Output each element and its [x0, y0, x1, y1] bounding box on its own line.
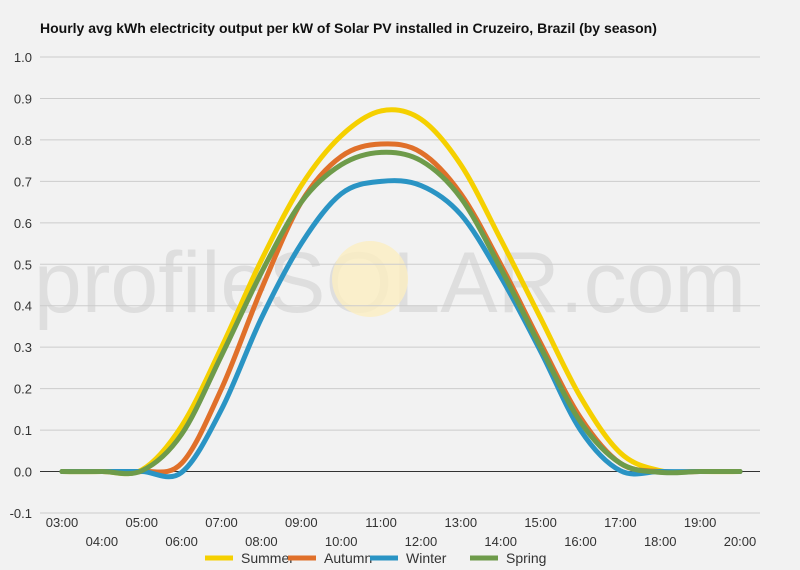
x-axis-ticks: 03:00 04:00 05:00 06:00 07:00 08:00 09:00 10:00… — [46, 515, 757, 549]
y-tick-label: 0.9 — [14, 91, 32, 106]
legend: Summer Autumn Winter Spring — [205, 550, 546, 566]
y-tick-label: 1.0 — [14, 50, 32, 65]
gridlines — [40, 56, 760, 514]
series-line-spring — [59, 149, 743, 477]
x-tick-label: 03:00 — [46, 515, 79, 530]
watermark-sun-icon — [332, 241, 408, 317]
x-tick-label: 20:00 — [724, 534, 757, 549]
x-tick-label: 16:00 — [564, 534, 597, 549]
x-tick-label: 12:00 — [405, 534, 438, 549]
x-tick-label: 11:00 — [365, 515, 397, 530]
y-tick-label: 0.3 — [14, 340, 32, 355]
chart-title: Hourly avg kWh electricity output per kW… — [40, 20, 657, 36]
legend-label-spring: Spring — [506, 550, 546, 566]
y-tick-label: 0.4 — [14, 299, 32, 314]
x-tick-label: 19:00 — [684, 515, 717, 530]
y-tick-label: 0.0 — [14, 465, 32, 480]
x-tick-label: 07:00 — [205, 515, 238, 530]
y-tick-label: 0.6 — [14, 216, 32, 231]
x-tick-label: 10:00 — [325, 534, 358, 549]
y-axis-ticks: -0.1 0.0 0.1 0.2 0.3 0.4 0.5 0.6 0.7 0.8 0.9 1.0 — [10, 50, 32, 521]
legend-label-winter: Winter — [406, 550, 447, 566]
y-tick-label: 0.1 — [14, 423, 32, 438]
y-tick-label: 0.8 — [14, 133, 32, 148]
series-line-winter — [59, 178, 743, 480]
x-tick-label: 04:00 — [86, 534, 119, 549]
x-tick-label: 06:00 — [165, 534, 198, 549]
y-tick-label: 0.5 — [14, 257, 32, 272]
x-tick-label: 14:00 — [484, 534, 517, 549]
x-tick-label: 15:00 — [524, 515, 557, 530]
x-tick-label: 18:00 — [644, 534, 677, 549]
legend-label-autumn: Autumn — [324, 550, 372, 566]
x-tick-label: 13:00 — [445, 515, 478, 530]
x-tick-label: 09:00 — [285, 515, 318, 530]
legend-label-summer: Summer — [241, 550, 294, 566]
x-tick-label: 08:00 — [245, 534, 278, 549]
y-tick-label: 0.2 — [14, 382, 32, 397]
series-line-summer — [59, 107, 743, 477]
y-tick-label: 0.7 — [14, 174, 32, 189]
x-tick-label: 05:00 — [125, 515, 158, 530]
x-tick-label: 17:00 — [604, 515, 637, 530]
y-tick-label: -0.1 — [10, 506, 32, 521]
series-lines — [59, 107, 743, 480]
